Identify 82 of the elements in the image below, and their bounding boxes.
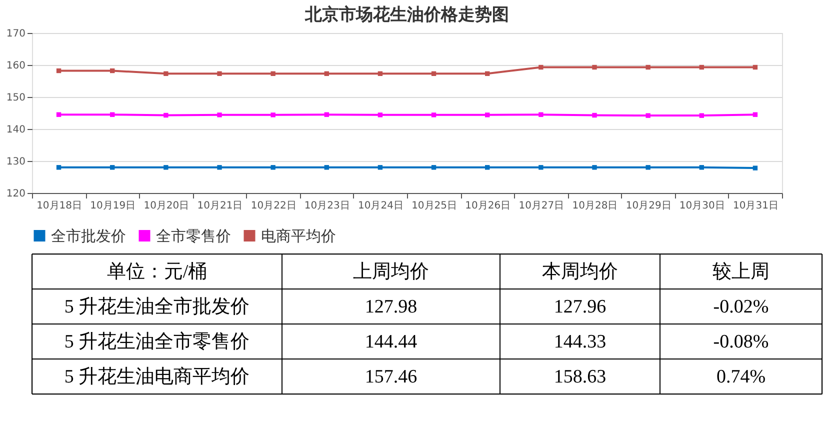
point <box>110 165 115 170</box>
x-tick-label: 10月22日 <box>250 200 296 212</box>
x-tick-label: 10月18日 <box>36 200 82 212</box>
x-tick-label: 10月19日 <box>90 200 136 212</box>
text: 较上周 <box>712 262 770 282</box>
point <box>378 71 383 76</box>
point <box>699 64 704 70</box>
text: -0.02% <box>713 296 769 318</box>
point <box>324 112 329 117</box>
point <box>164 165 168 170</box>
x-tick-label: 10月30日 <box>679 200 725 212</box>
point <box>217 112 222 118</box>
text: 144.33 <box>554 332 606 352</box>
x-tick-label: 10月27日 <box>518 200 564 212</box>
text: 本周均价 <box>542 262 618 282</box>
y-tick-label: 160 <box>6 60 26 72</box>
y-tick-label: 130 <box>6 156 26 168</box>
text: 5 升花生油全市零售价 <box>64 330 250 352</box>
point <box>699 113 704 118</box>
point <box>324 165 329 170</box>
point <box>431 112 436 118</box>
point <box>646 165 650 170</box>
point <box>646 64 650 70</box>
text: 5 升花生油全市批发价 <box>64 296 250 318</box>
legend-label: 全市零售价 <box>156 226 231 245</box>
point <box>217 71 222 76</box>
text: 127.96 <box>554 296 606 318</box>
point <box>378 165 383 170</box>
point <box>538 64 544 70</box>
legend-label: 电商平均价 <box>261 226 336 245</box>
point <box>592 165 597 170</box>
point <box>646 113 650 118</box>
text: 单位：元/桶 <box>106 262 208 282</box>
point <box>752 166 758 170</box>
y-tick-label: 170 <box>6 28 26 40</box>
y-tick-label: 150 <box>6 92 26 104</box>
point <box>270 112 276 118</box>
text: 158.63 <box>554 366 606 388</box>
point <box>431 165 436 170</box>
point <box>431 71 436 76</box>
point <box>485 112 490 118</box>
x-tick-label: 10月25日 <box>412 200 458 212</box>
point <box>110 112 115 117</box>
x-tick-label: 10月26日 <box>465 200 511 212</box>
x-tick-label: 10月23日 <box>304 200 350 212</box>
point <box>110 68 115 74</box>
x-tick-label: 10月28日 <box>572 200 618 212</box>
text: 上周均价 <box>353 262 429 282</box>
x-tick-label: 10月31日 <box>732 200 778 212</box>
y-tick-label: 140 <box>6 124 26 136</box>
point <box>270 165 276 170</box>
text: 144.44 <box>364 332 418 352</box>
point <box>538 165 544 170</box>
chart-title: 北京市场花生油价格走势图 <box>304 5 509 25</box>
text: 127.98 <box>364 296 418 318</box>
x-tick-label: 10月20日 <box>144 200 190 212</box>
point <box>699 165 704 170</box>
point <box>56 112 62 117</box>
point <box>752 64 758 70</box>
point <box>378 112 383 118</box>
point <box>538 112 544 117</box>
point <box>752 112 758 117</box>
text: 157.46 <box>364 366 418 388</box>
point <box>164 112 168 118</box>
point <box>270 71 276 76</box>
x-tick-label: 10月21日 <box>197 200 243 212</box>
text: 5 升花生油电商平均价 <box>64 366 250 388</box>
point <box>485 165 490 170</box>
point <box>592 112 597 118</box>
point <box>56 165 62 170</box>
point <box>485 71 490 76</box>
legend-label: 全市批发价 <box>51 226 126 245</box>
x-tick-label: 10月29日 <box>626 200 672 212</box>
point <box>324 71 329 76</box>
y-tick-label: 120 <box>6 188 26 200</box>
point <box>217 165 222 170</box>
text: 0.74% <box>716 366 766 388</box>
point <box>56 68 62 74</box>
point <box>592 64 597 70</box>
point <box>164 71 168 76</box>
x-tick-label: 10月24日 <box>358 200 404 212</box>
text: -0.08% <box>713 332 769 352</box>
